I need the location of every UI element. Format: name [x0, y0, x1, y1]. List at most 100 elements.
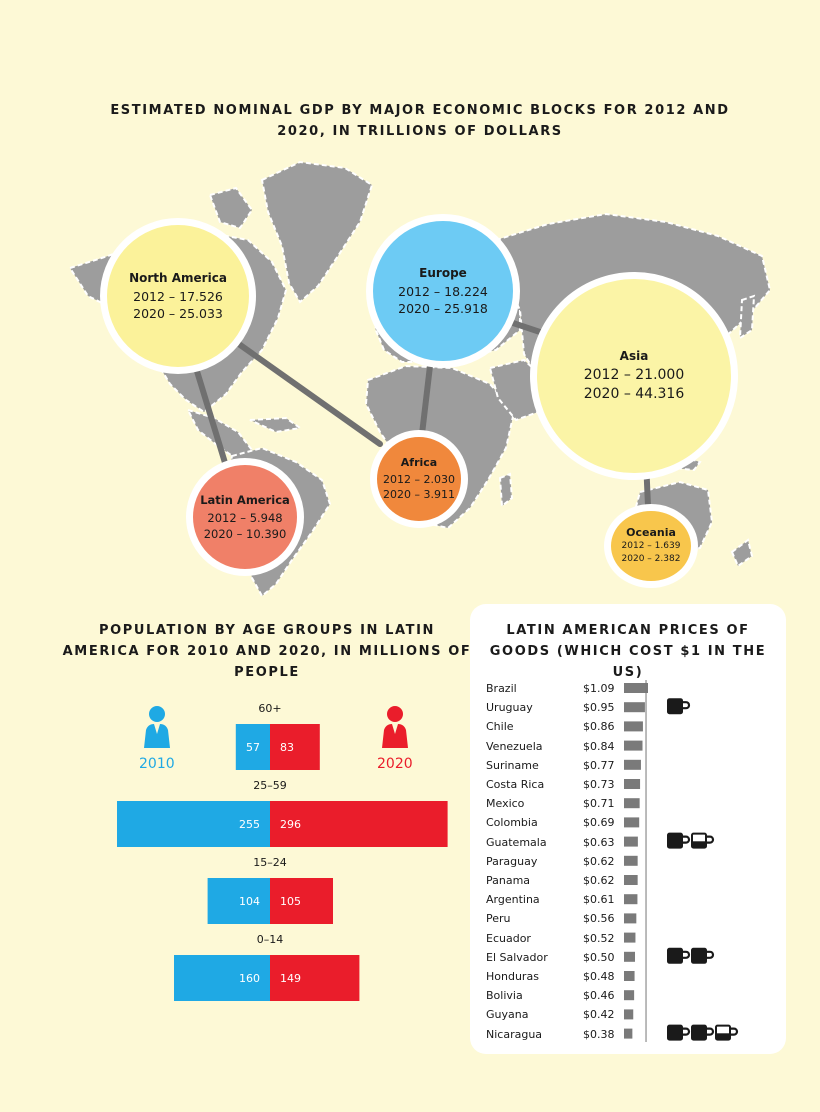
map-canada-islands — [208, 186, 254, 230]
price-value-label: $0.73 — [583, 778, 615, 791]
price-country-label: Bolivia — [486, 989, 523, 1003]
price-country-label: Brazil — [486, 682, 517, 695]
connector-northam-latam — [193, 365, 229, 469]
bubble-label: Africa — [400, 456, 438, 469]
price-value-label: $0.42 — [583, 1008, 615, 1022]
price-value-label: $0.61 — [583, 893, 615, 907]
bubble-value-2020: 2020 – 2.382 — [621, 554, 681, 564]
map-central-america — [186, 408, 254, 462]
bar-2020 — [270, 955, 360, 1001]
bar-2020 — [270, 801, 448, 847]
mug-icon — [667, 832, 691, 849]
price-country-label: Ecuador — [486, 931, 531, 945]
bar-2020-value: 149 — [280, 972, 301, 985]
price-value-label: $0.71 — [583, 797, 615, 811]
bar-2020-value: 105 — [280, 895, 301, 908]
bubble-label: Oceania — [626, 526, 676, 539]
bar-2020 — [270, 878, 333, 924]
price-bar — [624, 798, 640, 809]
mug-icon — [667, 1024, 691, 1041]
map-japan — [738, 294, 756, 340]
mug-icon — [691, 1024, 715, 1041]
price-bar — [624, 1009, 634, 1020]
price-value-label: $1.09 — [583, 682, 615, 695]
connector-europe-africa — [419, 363, 433, 437]
price-country-label: Suriname — [486, 758, 539, 772]
price-bar — [624, 932, 636, 943]
price-bar — [624, 855, 638, 866]
price-bar — [624, 894, 638, 905]
mug-icon — [715, 1024, 739, 1041]
mug-icon — [667, 698, 691, 715]
bubble-asia: Asia 2012 – 21.000 2020 – 44.316 — [530, 272, 738, 480]
price-bar — [624, 759, 641, 770]
age-group-label: 60+ — [258, 702, 281, 715]
price-country-label: Colombia — [486, 816, 538, 830]
bar-2020-value: 296 — [280, 818, 301, 831]
bar-2010 — [117, 801, 270, 847]
price-country-label: Panama — [486, 874, 531, 887]
bubble-latin-america: Latin America 2012 – 5.948 2020 – 10.390 — [186, 458, 304, 576]
bubble-north-america: North America 2012 – 17.526 2020 – 25.03… — [100, 218, 256, 374]
age-group-label: 15–24 — [253, 856, 287, 869]
price-bar — [624, 702, 645, 713]
price-value-label: $0.48 — [583, 970, 615, 983]
bubble-value-2020: 2020 – 44.316 — [583, 385, 685, 402]
bubble-europe: Europe 2012 – 18.224 2020 – 25.918 — [366, 214, 520, 368]
prices-bar-chart — [624, 680, 739, 1042]
map-new-zealand — [730, 538, 754, 568]
price-country-label: El Salvador — [486, 950, 548, 964]
bubble-africa: Africa 2012 – 2.030 2020 – 3.911 — [370, 430, 468, 528]
price-country-label: Chile — [486, 720, 514, 734]
price-value-label: $0.84 — [583, 739, 615, 753]
age-group-label: 25–59 — [253, 779, 287, 792]
price-bar — [624, 990, 635, 1001]
bubble-value-2012: 2012 – 2.030 — [383, 473, 455, 486]
price-bar — [624, 875, 638, 885]
connector-northam-africa — [233, 339, 383, 447]
year-2010-label: 2010 — [139, 756, 175, 772]
mug-icon — [691, 832, 715, 849]
bubble-value-2012: 2012 – 1.639 — [621, 541, 681, 551]
map-madagascar — [498, 472, 514, 508]
price-bar — [624, 779, 641, 789]
connector-europe-asia — [507, 319, 543, 335]
person-2020-icon — [382, 706, 408, 748]
price-value-label: $0.62 — [583, 874, 615, 887]
bubble-value-2012: 2012 – 21.000 — [583, 366, 685, 383]
price-country-label: Guatemala — [486, 835, 547, 849]
price-bar — [624, 951, 636, 962]
price-bar — [624, 836, 638, 847]
price-value-label: $0.50 — [583, 950, 615, 964]
bar-2010-value: 104 — [239, 895, 260, 908]
bubble-oceania: Oceania 2012 – 1.639 2020 – 2.382 — [604, 504, 698, 588]
price-country-label: Costa Rica — [486, 778, 545, 791]
bubble-label: Asia — [619, 348, 649, 363]
mug-icon — [667, 947, 691, 964]
price-value-label: $0.62 — [583, 854, 615, 868]
price-country-label: Guyana — [486, 1008, 529, 1022]
price-country-label: Paraguay — [486, 854, 538, 868]
mug-icon — [691, 947, 715, 964]
bar-2020-value: 83 — [280, 741, 294, 754]
age-group-label: 0–14 — [257, 933, 284, 946]
bubble-value-2012: 2012 – 17.526 — [133, 288, 223, 304]
bar-2010 — [235, 724, 270, 770]
bar-2020 — [270, 724, 320, 770]
bubble-label: Latin America — [200, 492, 290, 507]
price-bar — [624, 971, 635, 981]
price-value-label: $0.46 — [583, 989, 615, 1003]
price-value-label: $0.56 — [583, 912, 615, 926]
price-bar — [624, 683, 648, 693]
price-value-label: $0.77 — [583, 758, 615, 772]
bar-2010-value: 57 — [246, 741, 260, 754]
price-country-label: Nicaragua — [486, 1027, 543, 1041]
bubble-label: Europe — [419, 265, 467, 280]
gdp-chart-title: ESTIMATED NOMINAL GDP BY MAJOR ECONOMIC … — [110, 103, 730, 139]
population-bar-chart: 60+ 57 83 25–59 255 296 15–24 104 105 0–14 160 149 — [117, 702, 448, 1001]
bubble-value-2020: 2020 – 10.390 — [203, 526, 287, 541]
price-country-label: Argentina — [486, 893, 540, 907]
bar-2010-value: 255 — [239, 818, 260, 831]
bubble-value-2020: 2020 – 25.033 — [133, 305, 223, 321]
map-caribbean — [249, 416, 303, 434]
